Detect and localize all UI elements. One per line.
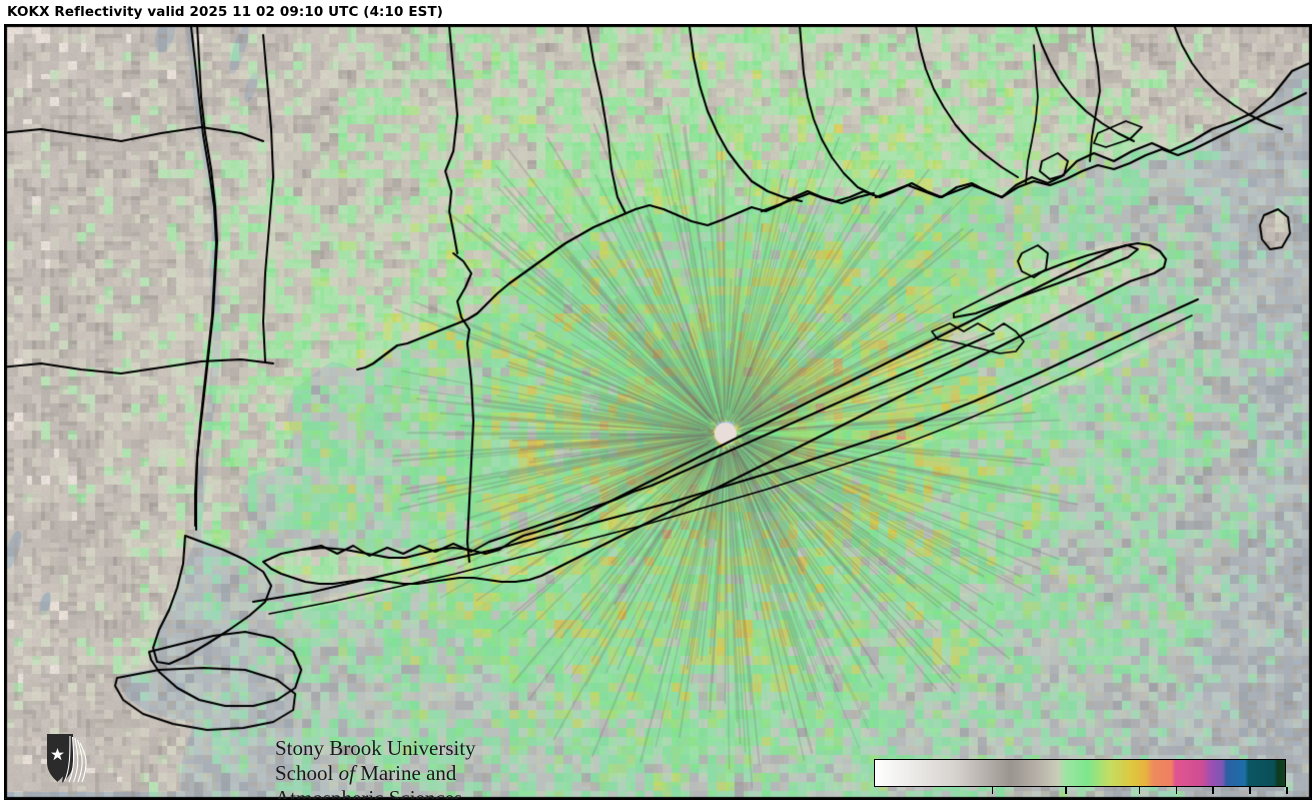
colorbar-tick-label: 60 [1200,795,1224,799]
colorbar-tick-label: 40 [1127,795,1151,799]
radar-reflectivity-canvas[interactable] [5,25,1311,799]
colorbar-tick [991,787,994,794]
colorbar-tick [1286,787,1288,794]
page-title: KOKX Reflectivity valid 2025 11 02 09:10… [7,4,444,20]
colorbar-box[interactable] [874,759,1286,787]
radar-map-frame[interactable]: Stony Brook University School of Marine … [4,24,1312,800]
title-bar: KOKX Reflectivity valid 2025 11 02 09:10… [0,0,1316,24]
colorbar-tick [1249,787,1251,794]
colorbar-tick [1138,787,1141,794]
colorbar-tick-label: 20 [1053,795,1077,799]
colorbar-tick [1212,787,1214,794]
colorbar-tick-label: 80 [1274,795,1298,799]
colorbar-tick-label: 0 [986,795,998,799]
reflectivity-colorbar[interactable]: 0 20 40 50 60 70 80 [874,759,1298,799]
colorbar-tick-label: 50 [1164,795,1188,799]
colorbar-tick [1175,787,1178,794]
colorbar-tick-label: 70 [1237,795,1261,799]
colorbar-gradient [875,760,1285,786]
colorbar-tick [1065,787,1067,794]
